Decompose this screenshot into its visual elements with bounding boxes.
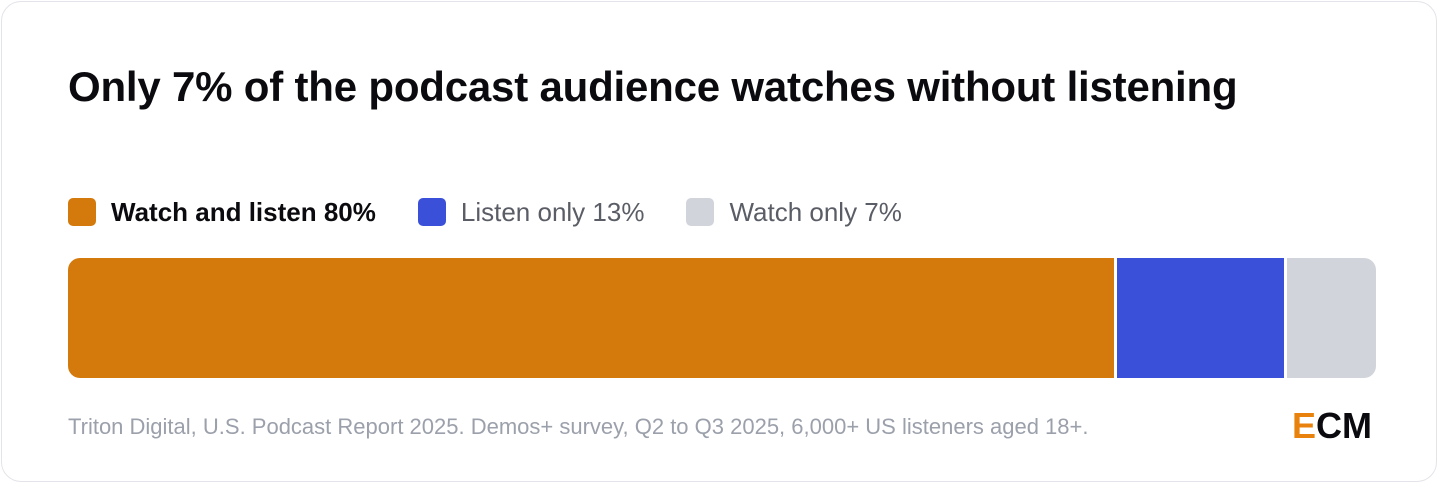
logo-letters-cm: CM bbox=[1316, 405, 1372, 446]
bar-segment-watch-and-listen bbox=[68, 258, 1115, 378]
legend-label-watch-only: Watch only 7% bbox=[729, 196, 902, 227]
logo-letter-e: E bbox=[1291, 405, 1316, 446]
legend-item-watch-only: Watch only 7% bbox=[686, 196, 902, 228]
legend-swatch-watch-only bbox=[686, 198, 715, 226]
stacked-bar bbox=[68, 258, 1376, 378]
legend-item-watch-and-listen: Watch and listen 80% bbox=[68, 197, 376, 228]
legend-swatch-listen-only bbox=[417, 198, 446, 226]
source-note: Triton Digital, U.S. Podcast Report 2025… bbox=[68, 414, 1089, 439]
bar-segment-listen-only bbox=[1114, 258, 1285, 378]
ecm-logo: ECM bbox=[1292, 406, 1372, 446]
legend-swatch-watch-and-listen bbox=[68, 198, 96, 226]
legend-label-watch-and-listen: Watch and listen 80% bbox=[111, 196, 376, 227]
legend-label-listen-only: Listen only 13% bbox=[460, 196, 645, 227]
chart-title: Only 7% of the podcast audience watches … bbox=[68, 63, 1238, 110]
bar-segment-watch-only bbox=[1284, 258, 1376, 378]
legend-item-listen-only: Listen only 13% bbox=[417, 196, 645, 228]
chart-legend: Watch and listen 80% Listen only 13% Wat… bbox=[68, 196, 944, 228]
